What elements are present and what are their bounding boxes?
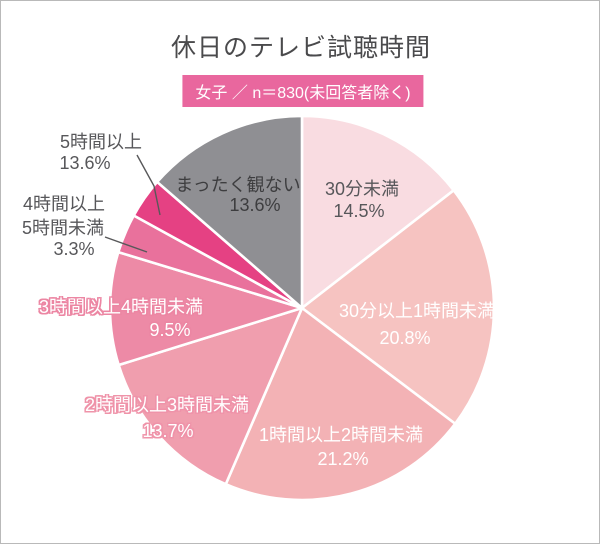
slice-pct-5h-plus: 13.6% (59, 153, 111, 173)
leader-line-4to5hours (104, 236, 148, 253)
pie-slices (108, 114, 496, 502)
sample-badge: 女子 ／ n＝830(未回答者除く) (182, 75, 424, 107)
chart-title: 休日のテレビ試聴時間 (170, 34, 432, 62)
slice-label-4h-5h-line2: 5時間未満 (21, 218, 105, 238)
slice-pct-4h-5h: 3.3% (53, 239, 95, 259)
leader-line-5hours-plus (136, 154, 161, 216)
pie-slice-0 (300, 114, 456, 310)
slice-pct-30min-1h: 20.8% (379, 328, 431, 348)
slice-pct-under30min: 14.5% (333, 201, 385, 221)
slice-label-30min-1h: 30分以上1時間未満 (338, 301, 496, 321)
slice-pct-3h-4h: 9.5% (149, 320, 191, 340)
pie-slice-4 (108, 250, 304, 367)
slice-pct-never-watch: 13.6% (229, 195, 281, 215)
pie-slice-1 (300, 189, 496, 426)
pie-slice-7 (155, 114, 304, 310)
slice-pct-1h-2h: 21.2% (317, 449, 369, 469)
slice-label-2h-3h: 2時間以上3時間未満 (84, 395, 250, 415)
slice-label-3h-4h: 3時間以上4時間未満 (38, 297, 204, 317)
slice-label-under30min: 30分未満 (324, 179, 400, 199)
slice-label-4h-5h-line1: 4時間以上 (22, 194, 106, 214)
pie-slice-2 (224, 306, 457, 502)
slice-pct-2h-3h: 13.7% (142, 421, 194, 441)
slice-label-5h-plus: 5時間以上 (59, 132, 143, 152)
slice-label-1h-2h: 1時間以上2時間未満 (258, 425, 424, 445)
slice-label-never-watch: まったく観ない (175, 175, 301, 195)
